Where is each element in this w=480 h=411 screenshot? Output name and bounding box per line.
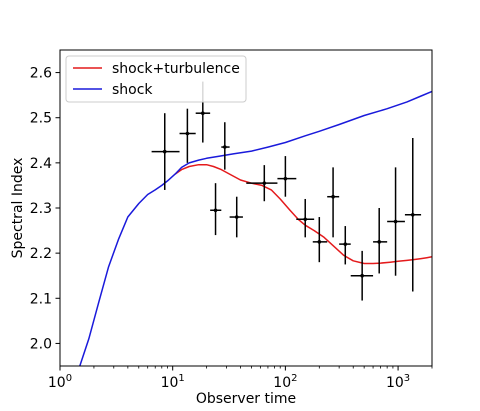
plot-background [60, 50, 432, 366]
observation-marker [410, 212, 415, 217]
observation-point [350, 250, 374, 301]
legend-box [65, 55, 247, 103]
y-axis-title: Spectral Index [10, 158, 26, 259]
x-axis-ticks: 100 101 102 103 [48, 366, 433, 391]
observation-point [404, 138, 422, 292]
x-tick-label: 100 [48, 373, 72, 391]
observations-layer [151, 81, 422, 301]
legend: shock+turbulence shock [65, 55, 247, 103]
legend-label-shock: shock [112, 82, 153, 98]
observation-point [246, 165, 278, 202]
y-tick-label: 2.6 [30, 66, 52, 82]
observation-marker [213, 208, 218, 213]
y-tick-label: 2.2 [30, 246, 52, 262]
observation-point [339, 226, 351, 265]
x-tick-label: 102 [273, 373, 297, 391]
observation-point [387, 167, 405, 276]
x-axis-title: Observer time [196, 391, 296, 407]
observation-marker [262, 181, 267, 185]
observation-point [221, 122, 230, 170]
observation-point [179, 108, 196, 163]
observation-point [373, 208, 388, 274]
observation-marker [317, 240, 322, 244]
observation-point [210, 183, 222, 236]
y-tick-label: 2.4 [30, 156, 52, 172]
observation-marker [331, 194, 335, 199]
observation-marker [185, 131, 190, 136]
observation-point [229, 196, 243, 238]
series-line-shock [79, 90, 432, 366]
y-tick-label: 2.5 [30, 111, 52, 127]
observation-marker [234, 215, 239, 219]
x-tick-label: 101 [161, 373, 185, 391]
y-tick-label: 2.1 [30, 291, 52, 307]
observation-marker [283, 176, 288, 181]
observation-marker [360, 273, 364, 278]
observation-marker [393, 219, 398, 224]
legend-label-shock-turbulence: shock+turbulence [112, 61, 240, 77]
y-tick-label: 2.3 [30, 201, 52, 217]
observation-marker [343, 242, 348, 246]
y-axis-ticks: 2.0 2.1 2.2 2.3 2.4 2.5 2.6 [30, 66, 60, 352]
observation-point [312, 217, 328, 263]
observation-marker [223, 145, 227, 149]
observation-point [277, 156, 297, 197]
observation-marker [303, 217, 308, 222]
observation-point [151, 113, 180, 190]
observation-point [327, 167, 340, 238]
y-tick-label: 2.0 [30, 336, 52, 352]
observation-marker [201, 111, 205, 115]
observation-marker [162, 149, 167, 154]
observation-marker [377, 240, 382, 244]
x-tick-label: 103 [386, 373, 410, 391]
observation-point [296, 198, 315, 238]
